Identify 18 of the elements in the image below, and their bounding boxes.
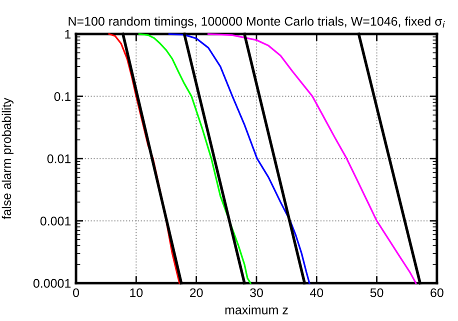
x-axis-title: maximum z <box>225 305 288 314</box>
x-tick-label: 50 <box>370 288 384 298</box>
line-series <box>138 33 252 284</box>
y-tick-label: 1 <box>65 30 71 39</box>
line-series <box>168 33 310 284</box>
y-axis-title: false alarm probability <box>2 98 14 220</box>
x-tick-label: 20 <box>190 288 203 298</box>
y-tick-label: 0.01 <box>47 154 71 164</box>
chart-title: N=100 random timings, 100000 Monte Carlo trials, W=1046, fixed σ$_{i}$ <box>68 16 445 28</box>
x-tick-label: 30 <box>250 288 263 298</box>
line-series <box>208 33 417 284</box>
x-tick-label: 40 <box>310 288 324 298</box>
x-tick-label: 0 <box>73 288 80 298</box>
y-tick-label: 0.0001 <box>33 278 71 288</box>
y-tick-label: 0.001 <box>40 216 71 226</box>
y-tick-label: 0.1 <box>54 92 71 101</box>
x-tick-label: 10 <box>130 288 143 298</box>
x-tick-label: 60 <box>430 288 444 298</box>
